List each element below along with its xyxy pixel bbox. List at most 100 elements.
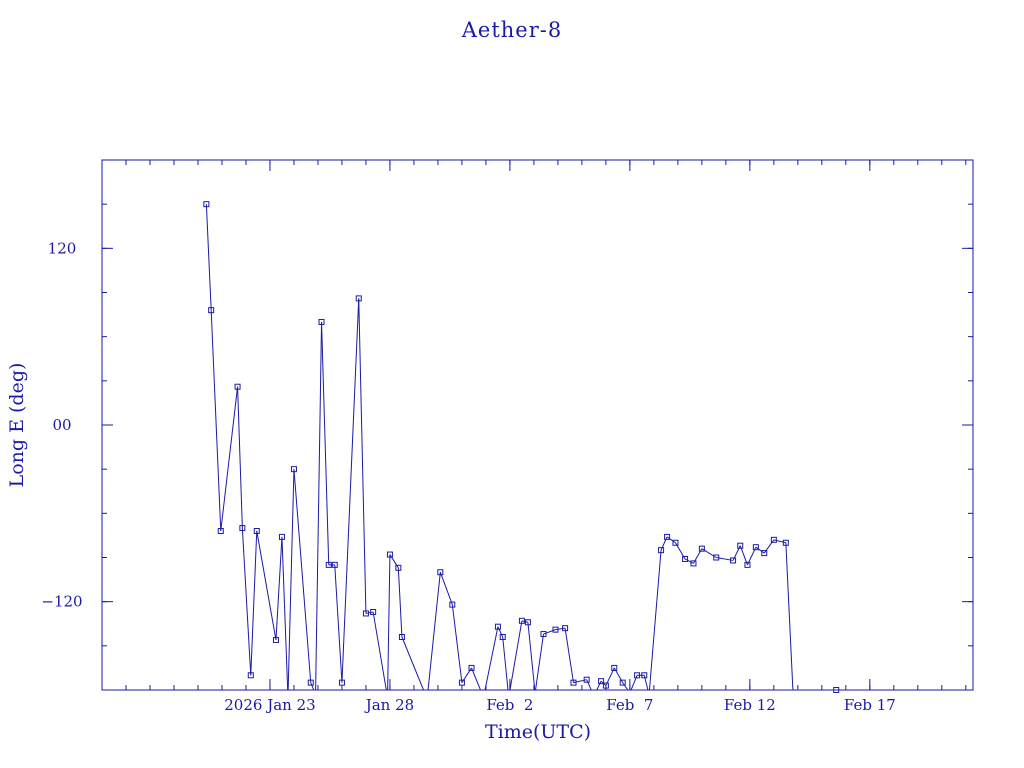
data-point (307, 679, 314, 686)
data-point (570, 679, 577, 686)
series-segment (739, 545, 748, 566)
series-segment (439, 572, 453, 605)
data-point (468, 664, 475, 671)
x-tick-label: Feb 7 (606, 696, 653, 714)
data-point (208, 307, 215, 314)
data-point (737, 542, 744, 549)
series-segment (389, 554, 399, 569)
x-tick-label: Feb 2 (486, 696, 533, 714)
x-axis-label: Time(UTC) (485, 721, 591, 743)
data-point (253, 528, 260, 534)
series-segment (502, 636, 509, 690)
data-point (602, 682, 609, 689)
data-point (355, 295, 362, 302)
data-point (203, 201, 210, 208)
data-point (239, 525, 246, 532)
data-point (833, 687, 840, 693)
x-tick-label: Jan 28 (364, 696, 414, 714)
series-segment (250, 530, 258, 676)
series-segment (648, 550, 662, 690)
data-point (744, 561, 751, 568)
series-segment (237, 386, 243, 529)
series-segment (812, 697, 823, 700)
data-point (247, 672, 254, 679)
series-segment (836, 689, 837, 690)
series-segment (358, 298, 367, 614)
data-point (499, 634, 506, 640)
data-point (395, 564, 402, 571)
series-segment (427, 572, 441, 690)
data-point (598, 678, 605, 685)
data-point (437, 569, 444, 576)
series-segment (555, 627, 566, 631)
series-segment (451, 604, 463, 683)
series-segment (256, 530, 277, 641)
series-segment (287, 469, 295, 690)
data-point (272, 636, 279, 643)
data-point (540, 631, 547, 638)
data-point (698, 545, 705, 552)
y-tick-label: −120 (41, 593, 82, 611)
data-point (770, 536, 777, 543)
data-point (338, 679, 345, 686)
series-segment (241, 528, 252, 676)
series-segment (823, 696, 827, 700)
x-tick-label: Feb 17 (844, 696, 896, 714)
series-segment (281, 536, 289, 690)
data-point (318, 318, 325, 325)
series-segment (535, 633, 544, 690)
data-point (449, 601, 456, 608)
y-axis-label: Long E (deg) (6, 363, 28, 488)
series-segment (310, 682, 315, 690)
series-segment (372, 611, 387, 690)
series-segment (334, 564, 343, 683)
data-point (713, 554, 720, 561)
y-tick-label: 120 (48, 239, 77, 257)
series-segment (275, 536, 283, 640)
data-point (290, 466, 297, 473)
series-segment (387, 554, 391, 690)
data-point (730, 557, 737, 564)
series-segment (397, 567, 403, 638)
series-segment (773, 539, 786, 544)
data-point (518, 617, 525, 624)
series-segment (293, 469, 312, 683)
series-segment (666, 536, 676, 544)
data-point (664, 533, 671, 540)
series-segment (622, 682, 629, 690)
data-point (682, 555, 689, 562)
series-segment (763, 539, 775, 554)
series-segment (684, 558, 694, 564)
data-point (782, 539, 789, 546)
data-point (370, 608, 377, 615)
data-point (398, 634, 405, 640)
data-point (562, 625, 569, 632)
data-point (552, 626, 559, 633)
series-segment (321, 321, 330, 565)
x-tick-label: 2026 Jan 23 (224, 696, 315, 714)
series-segment (543, 629, 556, 635)
data-point (619, 679, 626, 686)
data-point (752, 544, 759, 551)
data-point (690, 560, 697, 567)
series-segment (798, 691, 805, 694)
data-point (386, 551, 393, 558)
series-segment (497, 626, 504, 638)
series-segment (315, 321, 323, 690)
series-segment (755, 546, 765, 554)
series-segment (210, 310, 222, 532)
y-tick-label: 00 (52, 416, 71, 434)
series-segment (793, 691, 798, 692)
data-point (641, 672, 648, 679)
series-segment (205, 204, 212, 311)
data-point (658, 547, 665, 554)
series-segment (509, 620, 523, 690)
x-tick-label: Feb 12 (724, 696, 776, 714)
series-segment (484, 626, 499, 690)
series-segment (220, 386, 239, 532)
data-point (524, 619, 531, 626)
data-point (494, 623, 501, 630)
data-point (458, 679, 465, 686)
series-segment (805, 694, 812, 697)
